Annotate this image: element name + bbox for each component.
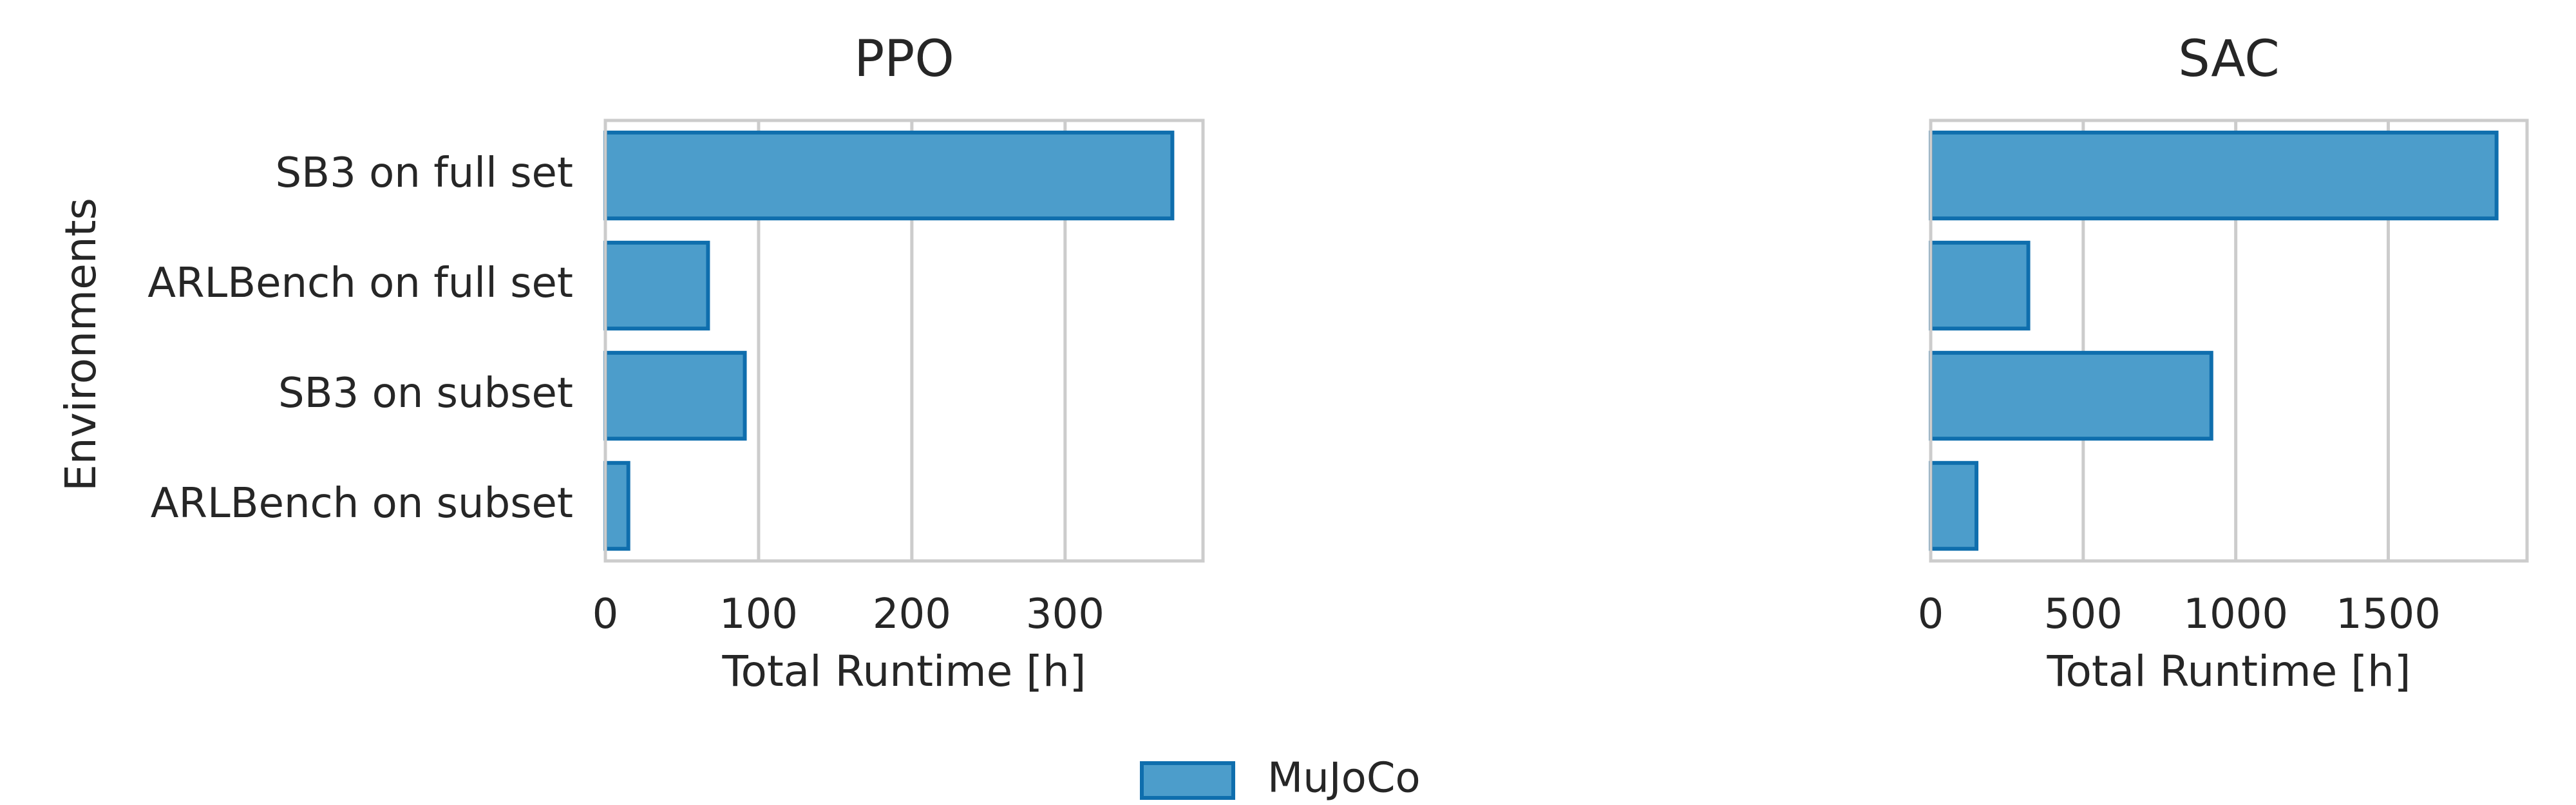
ppo-x-tick-label: 0 <box>592 591 619 638</box>
sac-title: SAC <box>2178 30 2279 88</box>
ppo-bar-arlbench-on-subset <box>603 460 630 551</box>
ppo-y-tick-label: ARLBench on full set <box>147 260 573 307</box>
ppo-bar-arlbench-on-full-set <box>603 240 710 331</box>
ppo-x-tick-label: 200 <box>873 591 951 638</box>
sac-bar-arlbench-on-full-set <box>1929 240 2031 331</box>
ppo-bar-sb3-on-full-set <box>603 130 1175 221</box>
sac-axes-frame <box>1929 118 2529 563</box>
ppo-y-tick-label: SB3 on full set <box>276 149 573 197</box>
ppo-x-axis-label: Total Runtime [h] <box>721 647 1086 696</box>
sac-x-tick-label: 1500 <box>2336 591 2441 638</box>
ppo-x-tick-label: 100 <box>719 591 798 638</box>
sac-bar-sb3-on-subset <box>1929 350 2213 441</box>
ppo-title: PPO <box>854 30 954 88</box>
ppo-x-tick-label: 300 <box>1026 591 1104 638</box>
legend: MuJoCo <box>1140 755 1421 802</box>
sac-panel: SAC 0 500 1000 1500 Total Runtime [h] <box>1918 30 2529 696</box>
sac-bar-sb3-on-full-set <box>1929 130 2499 221</box>
ppo-bar-sb3-on-subset <box>603 350 747 441</box>
ppo-y-tick-label: SB3 on subset <box>278 370 573 417</box>
legend-label-mujoco: MuJoCo <box>1267 755 1421 802</box>
sac-x-tick-label: 1000 <box>2183 591 2288 638</box>
y-axis-label: Environments <box>56 198 106 491</box>
sac-x-axis-label: Total Runtime [h] <box>2046 647 2410 696</box>
sac-x-tick-label: 0 <box>1918 591 1944 638</box>
ppo-panel: PPO 0 100 200 300 Total Runtime [h] SB3 on ful… <box>147 30 1205 696</box>
sac-bar-arlbench-on-subset <box>1929 460 1979 551</box>
sac-x-tick-label: 500 <box>2044 591 2123 638</box>
legend-swatch-mujoco <box>1140 761 1235 800</box>
ppo-axes-frame <box>603 118 1205 563</box>
ppo-y-tick-label: ARLBench on subset <box>151 480 573 527</box>
